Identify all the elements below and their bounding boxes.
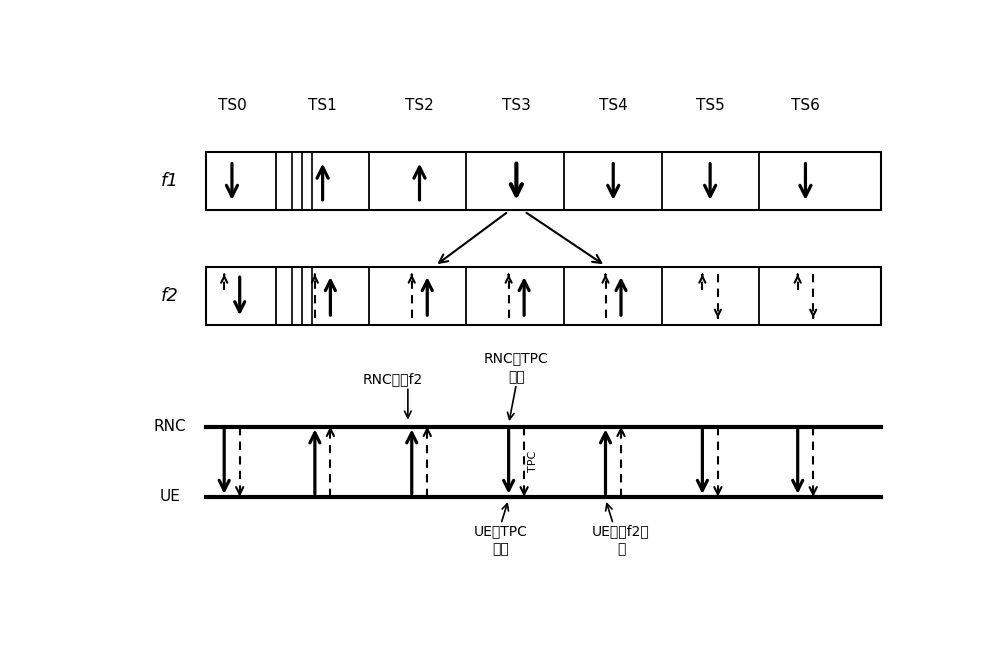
Text: TS4: TS4 [599, 98, 628, 113]
Text: TS2: TS2 [405, 98, 434, 113]
Text: UE调整f2功
率: UE调整f2功 率 [592, 524, 650, 557]
Text: TS0: TS0 [218, 98, 246, 113]
Text: RNC发TPC
命令: RNC发TPC 命令 [484, 352, 549, 384]
Bar [206, 268, 881, 325]
Bar [206, 152, 881, 210]
Text: TS5: TS5 [696, 98, 724, 113]
Text: TPC: TPC [528, 451, 538, 472]
Text: UE: UE [160, 489, 180, 504]
Text: UE收TPC
命令: UE收TPC 命令 [474, 524, 528, 557]
Text: TS1: TS1 [308, 98, 337, 113]
Text: f1: f1 [161, 172, 179, 190]
Text: RNC测量f2: RNC测量f2 [362, 372, 422, 387]
Text: TS6: TS6 [791, 98, 820, 113]
Text: RNC: RNC [154, 419, 186, 434]
Text: f2: f2 [161, 287, 179, 305]
Text: TS3: TS3 [502, 98, 531, 113]
